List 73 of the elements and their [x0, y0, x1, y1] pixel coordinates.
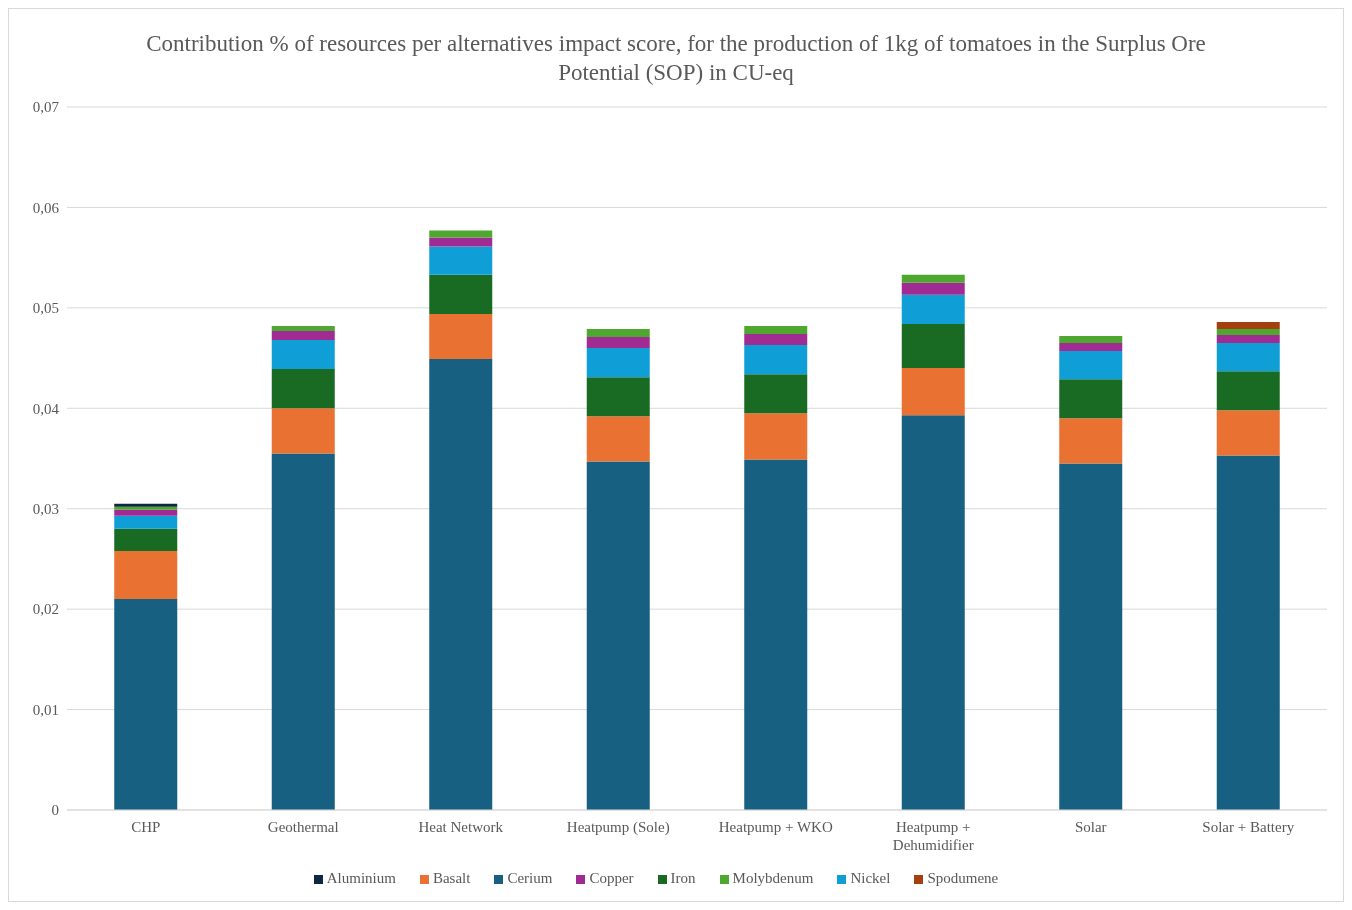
bar: [744, 374, 808, 414]
chart-title: Contribution % of resources per alternatives impact score, for the production of 1kg of tomatoes in the Surplus Ore Potential (SOP) in CU-eq: [145, 30, 1207, 87]
bar: [271, 408, 335, 454]
legend-label: Spodumene: [927, 870, 999, 886]
bar: [586, 348, 650, 378]
bar: [1216, 321, 1280, 329]
bar: [114, 599, 178, 810]
bar: [271, 453, 335, 810]
bar: [429, 359, 493, 810]
bar: [744, 325, 808, 334]
x-tick-label: Heatpump (Sole): [566, 819, 670, 836]
y-tick-label: 0,02: [32, 601, 59, 618]
bar: [1216, 343, 1280, 372]
bar: [901, 282, 965, 295]
bar: [744, 459, 808, 810]
y-tick-label: 0,04: [32, 400, 60, 417]
bar: [901, 368, 965, 416]
bar: [586, 461, 650, 810]
legend-label: Basalt: [432, 870, 471, 886]
x-tick-label: Geothermal: [267, 819, 339, 835]
legend-label: Iron: [670, 870, 696, 886]
bar: [271, 325, 335, 331]
x-tick-label: Solar: [1074, 819, 1107, 835]
bar: [744, 413, 808, 460]
bar: [1059, 351, 1123, 380]
bar: [901, 415, 965, 810]
x-tick-label: Heatpump + Dehumidifier: [892, 819, 974, 853]
bar: [1216, 334, 1280, 344]
bar: [586, 328, 650, 337]
legend-label: Cerium: [507, 870, 553, 886]
y-tick-label: 0,05: [32, 300, 59, 317]
bar: [586, 416, 650, 462]
bar: [901, 274, 965, 283]
bar: [586, 377, 650, 417]
legend-label: Nickel: [850, 870, 891, 886]
bar: [429, 237, 493, 247]
bar: [114, 528, 178, 551]
y-tick-label: 0,07: [32, 99, 60, 116]
bar: [114, 515, 178, 529]
bar: [586, 336, 650, 349]
bar: [1059, 335, 1123, 344]
legend-label: Molybdenum: [732, 870, 814, 886]
bar: [1059, 343, 1123, 352]
bar: [744, 333, 808, 346]
x-tick-label: CHP: [131, 819, 161, 835]
bar: [429, 246, 493, 275]
bar: [429, 313, 493, 360]
y-tick-label: 0,01: [32, 701, 59, 718]
y-tick-label: 0,06: [32, 199, 60, 216]
bar: [271, 339, 335, 370]
x-tick-label: Heat Network: [418, 819, 504, 835]
bar: [1216, 328, 1280, 335]
bar: [114, 550, 178, 600]
bar: [1059, 379, 1123, 419]
legend-label: Copper: [589, 870, 634, 886]
bar: [901, 323, 965, 369]
bar: [1216, 455, 1280, 810]
y-tick-label: 0: [51, 802, 59, 819]
y-tick-label: 0,03: [32, 501, 59, 518]
legend-label: Aluminium: [326, 870, 396, 886]
bar: [1216, 410, 1280, 456]
bar: [271, 330, 335, 340]
bar: [1216, 371, 1280, 411]
bar: [901, 294, 965, 324]
x-tick-label: Heatpump + WKO: [718, 819, 833, 835]
bar: [429, 230, 493, 238]
bar: [271, 369, 335, 409]
bar: [1059, 418, 1123, 464]
bar: [1059, 463, 1123, 810]
bar: [429, 274, 493, 314]
bar: [744, 345, 808, 375]
x-tick-label: Solar + Battery: [1202, 819, 1295, 835]
bar: [114, 509, 178, 516]
